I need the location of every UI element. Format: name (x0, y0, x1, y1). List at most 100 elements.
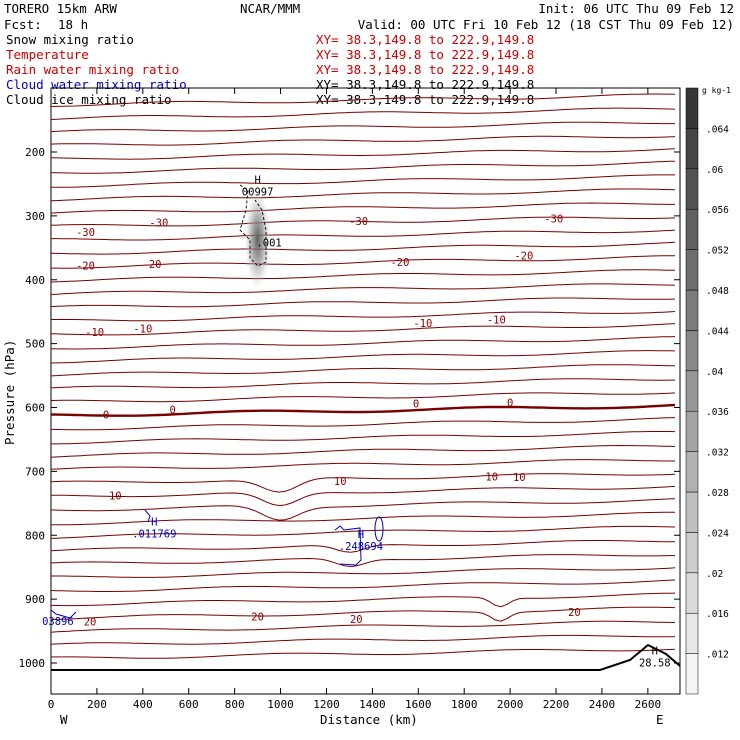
isotherm (50, 297, 676, 308)
colorbar-label: .02 (706, 569, 723, 580)
isotherm (50, 160, 676, 174)
cloud-water-contours (50, 509, 384, 619)
isotherm (51, 311, 676, 322)
isotherm (51, 174, 675, 188)
isotherm (50, 121, 675, 133)
legend-label: Temperature (6, 47, 89, 62)
isotherm (50, 579, 676, 592)
contour-label: -10 (413, 318, 432, 330)
isotherm (50, 634, 676, 645)
isotherm (51, 567, 676, 578)
colorbar-label: .012 (706, 650, 729, 661)
colorbar-swatch (685, 532, 699, 574)
x-tick-label: 1400 (359, 698, 386, 711)
extremum-value: .248694 (339, 541, 383, 553)
isotherm (50, 554, 676, 568)
cloud-water-contour (334, 525, 362, 566)
isotherm (50, 241, 676, 255)
model-name: TORERO 15km ARW (4, 1, 117, 16)
x-tick-label: 400 (133, 698, 153, 711)
y-tick-label: 400 (25, 274, 45, 287)
contour-label: -10 (85, 327, 104, 339)
legend-label: Cloud water mixing ratio (6, 77, 187, 92)
isotherm (50, 107, 676, 120)
legend-xy: XY= 38.3,149.8 to 222.9,149.8 (316, 77, 534, 92)
colorbar-label: .032 (706, 448, 729, 459)
extremum-marker: H (254, 175, 260, 187)
plot-frame (50, 87, 681, 695)
colorbar-swatch (685, 491, 699, 533)
legend-xy: XY= 38.3,149.8 to 222.9,149.8 (316, 92, 534, 107)
contour-label: -10 (487, 314, 506, 326)
cloud-ice-contour (239, 184, 267, 267)
isotherm (50, 283, 676, 295)
contour-labels: -30-30 -30 -30-20 -20 -20-20-10 -10 -10 -100 0 0 0… (42, 175, 670, 670)
isotherm (50, 606, 676, 622)
colorbar-label: .036 (706, 407, 729, 418)
colorbar-swatch (685, 168, 699, 210)
contour-label: -30 (349, 216, 368, 228)
axes: 0 200 400 600 800 1000 1200 1400 1600 1800 2000 220… (19, 88, 680, 711)
x-tick-label: 2200 (543, 698, 570, 711)
colorbar-label: .056 (706, 205, 729, 216)
y-tick-label: 900 (25, 593, 45, 606)
colorbar-swatch (685, 249, 699, 291)
isotherm (50, 336, 676, 350)
x-tick-label: 1000 (267, 698, 294, 711)
isotherm (50, 216, 676, 227)
temperature-contours (50, 93, 681, 671)
init-time: Init: 06 UTC Thu 09 Feb 12 (538, 1, 734, 16)
x-tick-label: 1600 (405, 698, 432, 711)
y-tick-label: 800 (25, 529, 45, 542)
contour-label: -10 (133, 323, 152, 335)
y-tick-label: 200 (25, 146, 45, 159)
extremum-value: 00997 (242, 187, 274, 199)
y-axis-label: Pressure (hPa) (2, 340, 17, 445)
colorbar-swatch (685, 208, 699, 250)
contour-label: -20 (76, 261, 95, 273)
cloud-water-contour (144, 509, 151, 523)
isotherm (51, 229, 676, 241)
isotherm (50, 392, 676, 403)
contour-label: 20 (251, 611, 264, 623)
extremum-value: .011769 (132, 528, 176, 540)
colorbar-label: .024 (706, 528, 729, 539)
contour-label: 10 (485, 471, 498, 483)
colorbar-swatch (685, 572, 699, 614)
legend-label: Cloud ice mixing ratio (6, 92, 172, 107)
isotherm (50, 540, 675, 553)
cloud-water-contour (50, 609, 77, 619)
colorbar-swatch (685, 451, 699, 493)
isotherm (50, 444, 676, 458)
legend: Snow mixing ratio XY= 38.3,149.8 to 222.… (6, 32, 534, 107)
contour-label: -20 (390, 257, 409, 269)
isotherm (50, 188, 676, 202)
isotherm (50, 417, 676, 431)
isotherm (50, 511, 675, 526)
y-tick-label: 600 (25, 402, 45, 415)
isotherm (50, 620, 676, 633)
isotherm (50, 485, 676, 507)
colorbar-swatch (685, 370, 699, 412)
terrain-line (51, 643, 681, 671)
x-tick-label: 2400 (589, 698, 616, 711)
contour-label: -20 (514, 250, 533, 262)
center-label: NCAR/MMM (240, 1, 300, 16)
y-tick-label: 700 (25, 465, 45, 478)
isotherm (50, 148, 676, 160)
isotherm (50, 323, 676, 336)
legend-xy: XY= 38.3,149.8 to 222.9,149.8 (316, 62, 534, 77)
zero-isotherm (50, 403, 676, 417)
colorbar-label: .016 (706, 609, 729, 620)
isotherm (50, 269, 676, 283)
extremum-marker: H (358, 529, 364, 541)
cloud-water-contour (374, 516, 384, 542)
contour-label: 10 (334, 476, 347, 488)
fcst-value: 18 h (58, 17, 88, 32)
contour-label: -30 (544, 213, 563, 225)
colorbar-swatch (685, 128, 699, 170)
legend-xy: XY= 38.3,149.8 to 222.9,149.8 (316, 32, 534, 47)
x-tick-label: 200 (87, 698, 107, 711)
x-tick-label: 1800 (451, 698, 478, 711)
extremum-value: 28.58 (639, 657, 671, 669)
